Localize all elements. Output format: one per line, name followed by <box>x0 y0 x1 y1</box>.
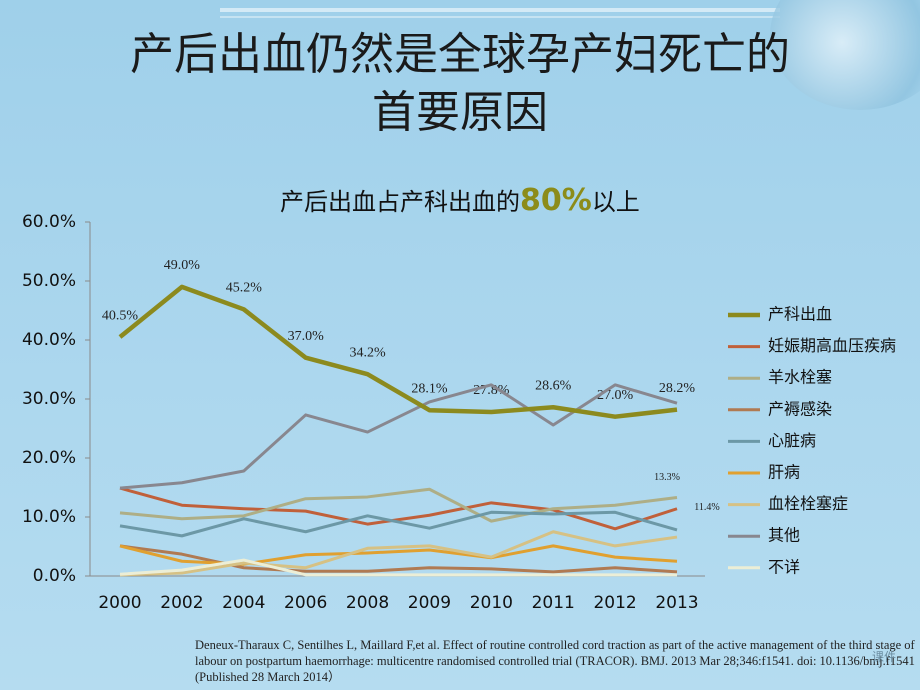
x-tick-label: 2002 <box>160 593 203 613</box>
legend-label: 心脏病 <box>768 431 816 450</box>
data-label: 37.0% <box>288 329 325 344</box>
x-tick-label: 2010 <box>470 593 513 613</box>
legend-label: 血栓栓塞症 <box>768 494 848 513</box>
decoration <box>220 8 780 12</box>
data-label: 34.2% <box>349 345 386 360</box>
series-line <box>118 284 678 419</box>
y-tick-label: 60.0% <box>22 212 76 232</box>
data-label: 13.3% <box>654 472 680 483</box>
series-line <box>119 383 678 490</box>
x-tick-label: 2012 <box>593 593 636 613</box>
data-label: 28.2% <box>659 381 696 396</box>
legend-label: 产科出血 <box>768 305 832 324</box>
x-tick-label: 2004 <box>222 593 265 613</box>
x-tick-label: 2006 <box>284 593 327 613</box>
series-line <box>119 530 678 577</box>
x-tick-label: 2008 <box>346 593 389 613</box>
subtitle-text: 以上 <box>591 188 640 216</box>
subtitle-highlight: 80% <box>520 183 592 218</box>
subtitle-text: 产后出血占产科出血的 <box>280 188 520 216</box>
series-line <box>119 544 678 566</box>
chart-subtitle: 产后出血占产科出血的80%以上 <box>280 182 640 218</box>
y-tick-label: 30.0% <box>22 389 76 409</box>
y-tick-label: 0.0% <box>33 566 76 586</box>
x-tick-label: 2011 <box>532 593 575 613</box>
legend-label: 肝病 <box>768 463 800 482</box>
series-line <box>119 487 678 523</box>
x-tick-label: 2013 <box>655 593 698 613</box>
decoration <box>220 16 780 18</box>
y-tick-label: 50.0% <box>22 271 76 291</box>
title-line: 首要原因 <box>372 87 548 138</box>
data-label: 40.5% <box>102 308 139 323</box>
data-label: 11.4% <box>694 502 719 513</box>
x-tick-label: 2000 <box>98 593 141 613</box>
data-label: 49.0% <box>164 258 201 273</box>
citation: Deneux-Tharaux C, Sentilhes L, Maillard … <box>195 638 915 684</box>
data-label: 28.6% <box>535 378 572 393</box>
legend-label: 产褥感染 <box>768 399 832 418</box>
slide-title: 产后出血仍然是全球孕产妇死亡的 首要原因 <box>40 26 880 142</box>
data-label: 28.1% <box>411 381 448 396</box>
x-tick-label: 2009 <box>408 593 451 613</box>
series-line <box>119 558 677 577</box>
legend-label: 羊水栓塞 <box>768 368 832 387</box>
legend-label: 其他 <box>768 526 800 545</box>
data-label: 45.2% <box>226 281 263 296</box>
title-line: 产后出血仍然是全球孕产妇死亡的 <box>130 29 790 80</box>
series-line <box>119 544 678 574</box>
legend-label: 妊娠期高血压疾病 <box>768 336 896 355</box>
series-line <box>119 486 678 531</box>
series-line <box>119 510 678 538</box>
y-tick-label: 20.0% <box>22 448 76 468</box>
watermark: 课件 <box>872 650 897 664</box>
y-tick-label: 40.0% <box>22 330 76 350</box>
legend-label: 不详 <box>768 557 800 576</box>
y-tick-label: 10.0% <box>22 507 76 527</box>
